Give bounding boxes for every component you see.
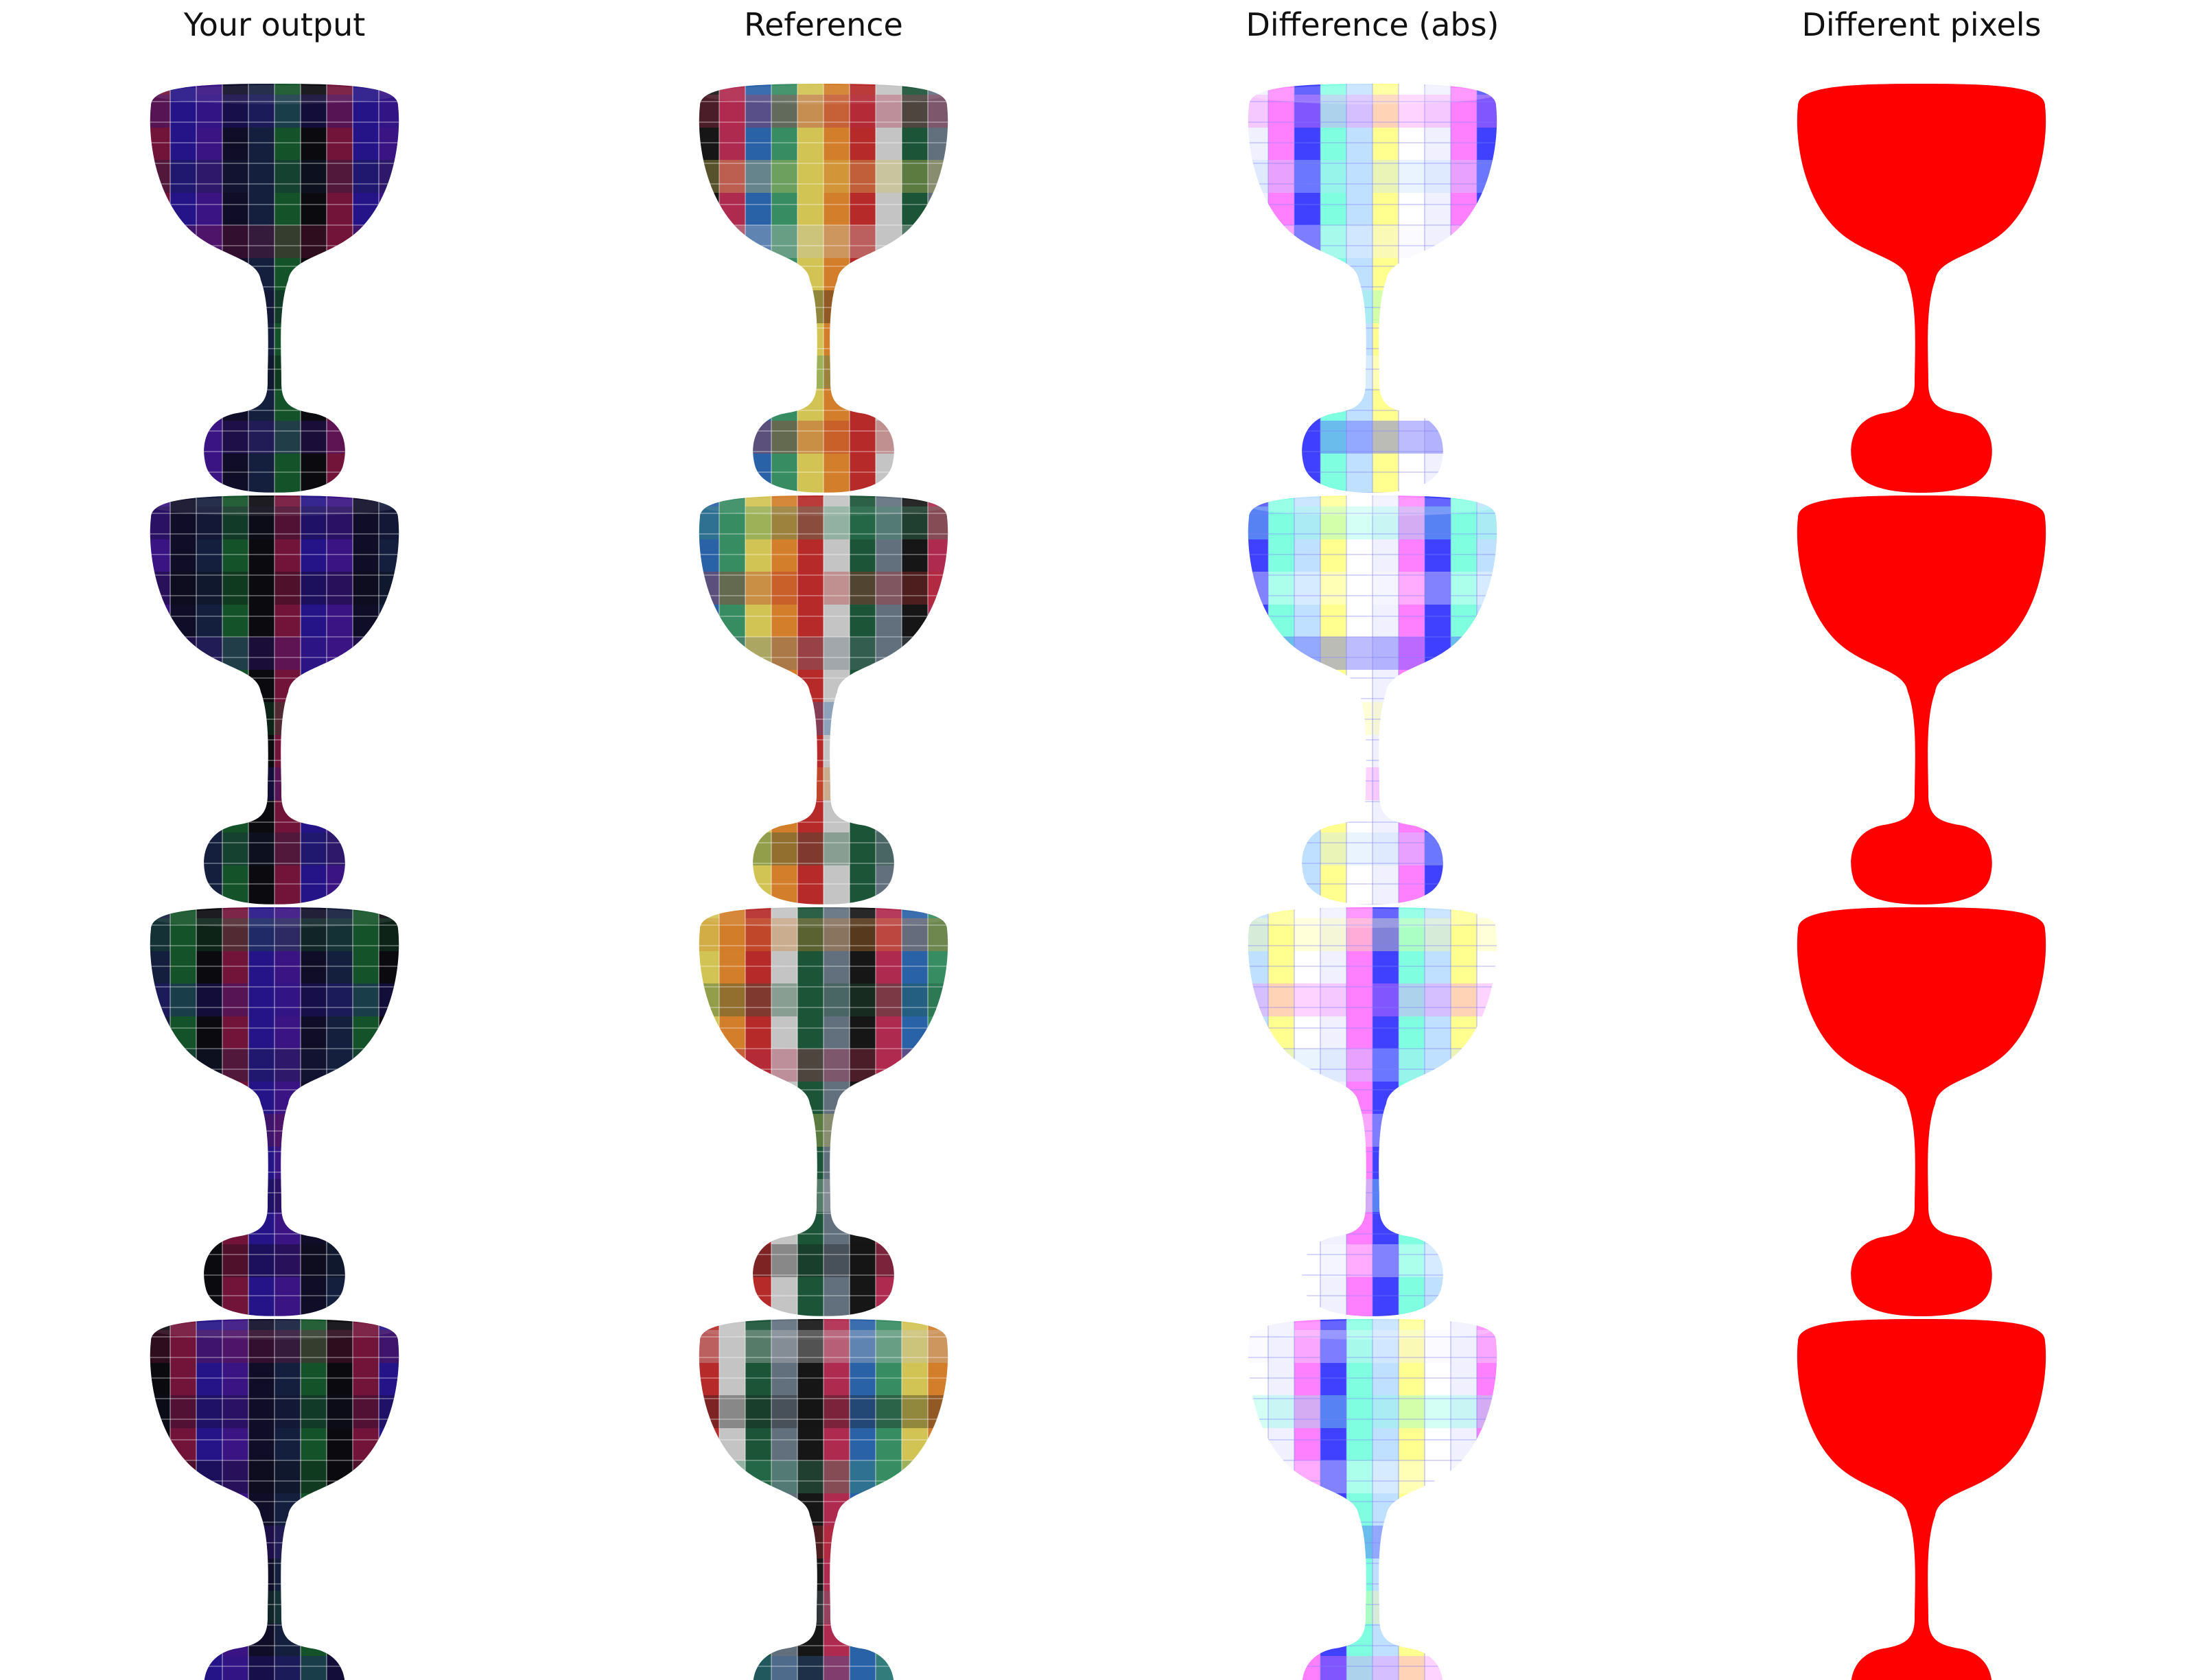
goblet-output-row-2 (150, 495, 399, 905)
goblet-difference-row-4 (1248, 1319, 1497, 1680)
goblet-difference-row-2 (1248, 495, 1497, 905)
goblet-mask-row-3 (1797, 907, 2046, 1316)
goblet-reference-row-3 (699, 907, 948, 1316)
goblet-output-row-4 (150, 1319, 399, 1680)
goblet-mask-row-2 (1797, 495, 2046, 905)
goblet-difference-row-1 (1248, 84, 1497, 493)
goblet-output-row-1 (150, 84, 399, 493)
goblet-reference-row-2 (699, 495, 948, 905)
goblet-mask-row-4 (1797, 1319, 2046, 1680)
column-title-difference: Difference (abs) (1246, 6, 1499, 43)
goblet-difference-row-3 (1248, 907, 1497, 1316)
goblet-output-row-3 (150, 907, 399, 1316)
goblet-reference-row-1 (699, 84, 948, 493)
goblet-mask-row-1 (1797, 84, 2046, 493)
goblet-reference-row-4 (699, 1319, 948, 1680)
column-title-output: Your output (183, 6, 366, 43)
column-title-mask: Different pixels (1801, 6, 2042, 43)
column-title-reference: Reference (744, 6, 903, 43)
